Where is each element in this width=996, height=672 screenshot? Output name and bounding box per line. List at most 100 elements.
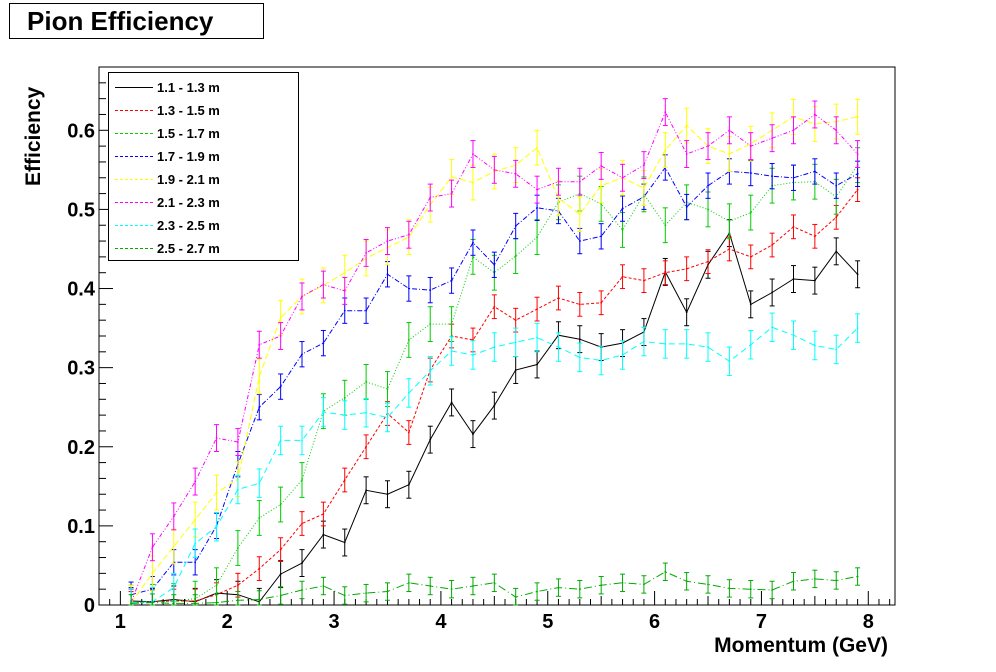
data-point: [856, 273, 859, 276]
data-point: [365, 445, 368, 448]
data-point: [749, 145, 752, 148]
data-point: [279, 594, 282, 597]
data-point: [685, 206, 688, 208]
data-point: [365, 411, 368, 414]
data-point: [365, 252, 368, 254]
data-point: [407, 483, 410, 486]
data-point: [600, 164, 603, 167]
legend-line-swatch: [115, 202, 153, 203]
data-point: [707, 346, 709, 348]
data-point: [236, 441, 239, 443]
data-point: [536, 336, 538, 339]
data-point: [856, 153, 859, 155]
legend-label: 1.3 - 1.5 m: [157, 103, 220, 118]
data-point: [236, 488, 239, 491]
data-point: [856, 188, 859, 191]
data-point: [301, 439, 303, 442]
series-line-4: [130, 166, 858, 596]
data-point: [578, 588, 581, 591]
data-point: [450, 192, 453, 195]
y-tick-label: 0.6: [67, 120, 95, 142]
data-point: [450, 350, 453, 352]
data-point: [429, 585, 432, 587]
data-point: [343, 414, 346, 417]
data-point: [771, 175, 774, 178]
data-point: [258, 343, 261, 346]
data-point: [621, 207, 624, 210]
legend-line-swatch: [115, 156, 153, 157]
data-point: [279, 548, 282, 551]
data-point: [407, 581, 410, 584]
data-point: [279, 385, 282, 388]
data-point: [365, 309, 368, 312]
data-point: [151, 572, 154, 575]
data-point: [258, 517, 261, 519]
legend-entry: 1.7 - 1.9 m: [109, 146, 298, 168]
data-point: [301, 295, 303, 298]
data-point: [236, 547, 239, 549]
data-point: [578, 303, 581, 306]
data-point: [664, 570, 667, 573]
data-point: [343, 271, 346, 274]
data-point: [749, 588, 752, 591]
y-axis-title: Efficiency: [22, 86, 45, 186]
data-point: [813, 577, 816, 580]
data-point: [621, 176, 624, 179]
data-point: [728, 153, 731, 155]
data-point: [578, 213, 581, 216]
data-point: [386, 590, 389, 593]
data-point: [493, 168, 496, 171]
data-point: [856, 172, 859, 175]
data-point: [685, 343, 688, 345]
data-point: [194, 542, 197, 545]
data-point: [343, 290, 346, 292]
x-tick-label: 3: [328, 611, 339, 633]
data-point: [792, 129, 795, 132]
x-tick-label: 1: [115, 611, 126, 633]
data-point: [450, 279, 453, 282]
data-point: [813, 235, 816, 238]
data-point: [429, 196, 432, 199]
legend-label: 2.1 - 2.3 m: [157, 195, 220, 210]
data-point: [749, 255, 752, 258]
data-point: [493, 404, 496, 407]
data-point: [578, 240, 581, 242]
data-point: [600, 184, 603, 187]
data-point: [643, 187, 645, 189]
data-point: [472, 585, 474, 587]
data-point: [301, 479, 303, 481]
data-point: [472, 181, 474, 184]
legend-line-swatch: [115, 110, 153, 111]
data-point: [771, 589, 774, 591]
data-point: [386, 273, 389, 276]
x-tick-label: 4: [435, 611, 447, 633]
data-point: [685, 153, 688, 155]
data-point: [365, 380, 368, 383]
data-point: [771, 244, 774, 246]
data-point: [813, 344, 816, 347]
data-point: [258, 375, 261, 378]
data-point: [258, 482, 261, 485]
x-tick-label: 7: [756, 611, 767, 633]
data-point: [343, 479, 346, 481]
series-line-3: [131, 164, 859, 604]
data-point: [172, 515, 175, 518]
data-point: [664, 343, 667, 345]
data-point: [792, 278, 795, 280]
legend-entry: 2.5 - 2.7 m: [109, 238, 298, 260]
legend-label: 2.3 - 2.5 m: [157, 218, 220, 233]
data-point: [472, 153, 474, 155]
data-point: [429, 438, 432, 441]
data-point: [536, 308, 538, 310]
legend-label: 1.9 - 2.1 m: [157, 172, 220, 187]
data-point: [536, 206, 538, 209]
data-point: [514, 255, 517, 257]
data-point: [407, 431, 410, 434]
data-point: [728, 587, 731, 590]
data-point: [450, 401, 453, 404]
data-point: [578, 356, 581, 359]
y-tick-label: 0.2: [67, 437, 95, 459]
data-point: [301, 522, 303, 525]
data-point: [215, 491, 218, 494]
